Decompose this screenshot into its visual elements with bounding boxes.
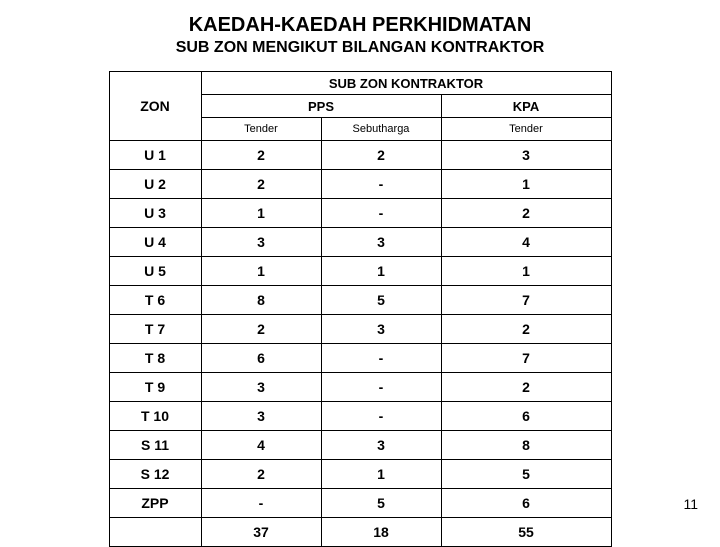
header-tender2: Tender <box>441 118 611 141</box>
table-row: 371855 <box>109 518 611 547</box>
table-cell: 3 <box>441 141 611 170</box>
table-cell: 2 <box>201 315 321 344</box>
table-cell: 2 <box>201 460 321 489</box>
table-cell: U 4 <box>109 228 201 257</box>
table-row: U 1223 <box>109 141 611 170</box>
table-row: U 31-2 <box>109 199 611 228</box>
table-row: ZPP-56 <box>109 489 611 518</box>
table-cell: - <box>321 402 441 431</box>
table-row: S 12215 <box>109 460 611 489</box>
table-cell: U 5 <box>109 257 201 286</box>
table-cell: U 2 <box>109 170 201 199</box>
table-row: T 103-6 <box>109 402 611 431</box>
table-cell: 2 <box>441 315 611 344</box>
header-sebutharga: Sebutharga <box>321 118 441 141</box>
table-cell: T 6 <box>109 286 201 315</box>
table-cell: - <box>321 170 441 199</box>
table-cell: 1 <box>201 199 321 228</box>
table-cell: 4 <box>441 228 611 257</box>
table-cell: 1 <box>441 257 611 286</box>
table-cell: 6 <box>201 344 321 373</box>
table-row: T 6857 <box>109 286 611 315</box>
table-row: T 86-7 <box>109 344 611 373</box>
table-cell: T 7 <box>109 315 201 344</box>
table-cell: 1 <box>321 257 441 286</box>
table-cell: 8 <box>441 431 611 460</box>
table-cell: S 11 <box>109 431 201 460</box>
table-cell: 37 <box>201 518 321 547</box>
table-cell: 55 <box>441 518 611 547</box>
table-cell: 2 <box>201 141 321 170</box>
table-cell: 7 <box>441 344 611 373</box>
table-row: S 11438 <box>109 431 611 460</box>
table-cell: 6 <box>441 489 611 518</box>
page-title: KAEDAH-KAEDAH PERKHIDMATAN <box>60 14 660 37</box>
data-table: ZON SUB ZON KONTRAKTOR PPS KPA Tender Se… <box>109 71 612 547</box>
table-cell: 3 <box>201 402 321 431</box>
table-cell: 3 <box>201 373 321 402</box>
header-tender1: Tender <box>201 118 321 141</box>
table-cell <box>109 518 201 547</box>
table-cell: 2 <box>441 373 611 402</box>
table-cell: 3 <box>321 431 441 460</box>
header-zon: ZON <box>109 72 201 141</box>
table-cell: - <box>321 344 441 373</box>
table-cell: - <box>321 373 441 402</box>
table-cell: 18 <box>321 518 441 547</box>
table-cell: 2 <box>321 141 441 170</box>
header-group-top: SUB ZON KONTRAKTOR <box>201 72 611 95</box>
table-cell: 8 <box>201 286 321 315</box>
table-cell: 2 <box>441 199 611 228</box>
table-cell: - <box>321 199 441 228</box>
table-cell: U 3 <box>109 199 201 228</box>
header-pps: PPS <box>201 95 441 118</box>
table-cell: T 8 <box>109 344 201 373</box>
table-cell: 3 <box>321 315 441 344</box>
table-cell: 5 <box>321 286 441 315</box>
table-cell: T 10 <box>109 402 201 431</box>
table-cell: 1 <box>321 460 441 489</box>
table-cell: 5 <box>321 489 441 518</box>
table-row: U 22-1 <box>109 170 611 199</box>
table-cell: 3 <box>321 228 441 257</box>
table-cell: T 9 <box>109 373 201 402</box>
table-row: U 4334 <box>109 228 611 257</box>
table-cell: 4 <box>201 431 321 460</box>
table-row: T 7232 <box>109 315 611 344</box>
page-number: 11 <box>683 496 698 512</box>
table-cell: 2 <box>201 170 321 199</box>
table-cell: 5 <box>441 460 611 489</box>
table-row: T 93-2 <box>109 373 611 402</box>
table-cell: ZPP <box>109 489 201 518</box>
header-kpa: KPA <box>441 95 611 118</box>
table-cell: S 12 <box>109 460 201 489</box>
table-cell: 7 <box>441 286 611 315</box>
table-cell: 1 <box>441 170 611 199</box>
table-cell: 6 <box>441 402 611 431</box>
table-row: U 5111 <box>109 257 611 286</box>
table-cell: 3 <box>201 228 321 257</box>
table-cell: - <box>201 489 321 518</box>
page-subtitle: SUB ZON MENGIKUT BILANGAN KONTRAKTOR <box>60 39 660 57</box>
table-cell: U 1 <box>109 141 201 170</box>
table-cell: 1 <box>201 257 321 286</box>
